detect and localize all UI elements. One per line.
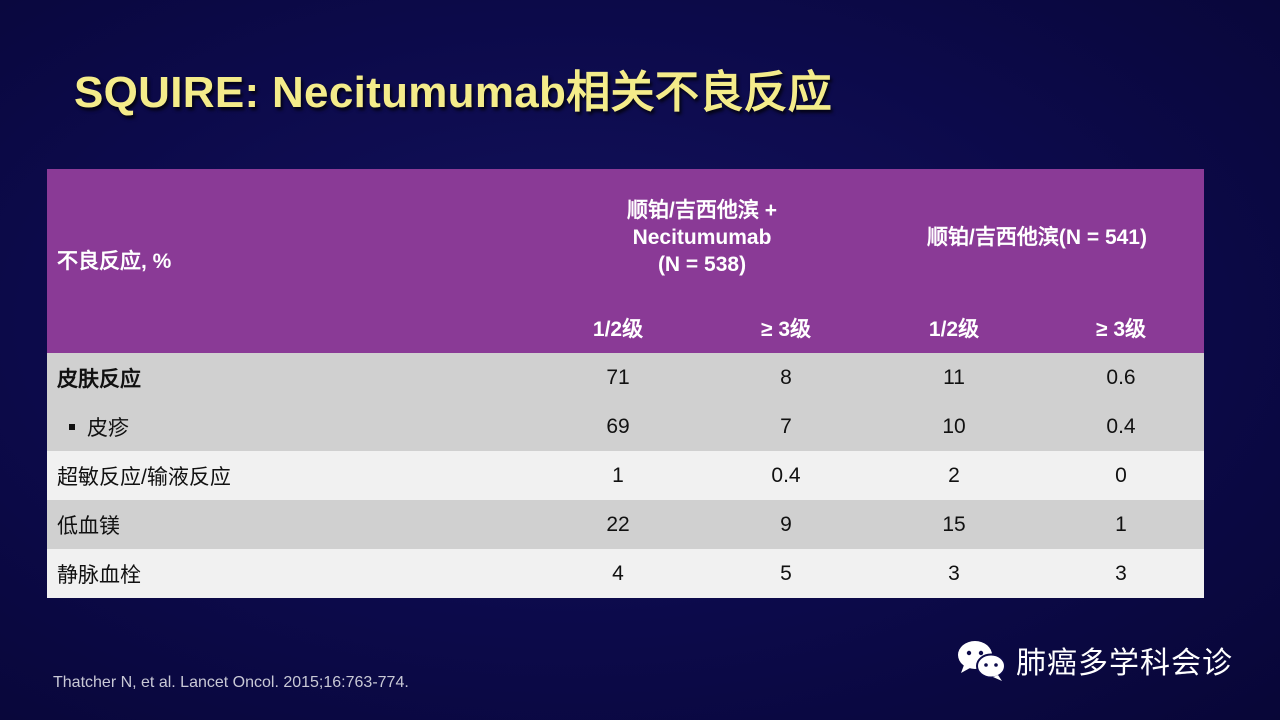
- table-cell: 69: [534, 402, 702, 451]
- table-row: 超敏反应/输液反应 1 0.4 2 0: [47, 451, 1204, 500]
- wechat-icon: [958, 641, 1006, 681]
- adverse-events-table: 不良反应, % 顺铂/吉西他滨 + Necitumumab (N = 538) …: [47, 169, 1204, 598]
- row-label-cell: 皮疹: [47, 402, 534, 451]
- table-cell: 71: [534, 353, 702, 402]
- header-group-necitumumab: 顺铂/吉西他滨 + Necitumumab (N = 538): [534, 169, 870, 305]
- table-cell: 9: [702, 500, 870, 549]
- table-cell: 0.4: [702, 451, 870, 500]
- table-cell: 11: [870, 353, 1038, 402]
- table-cell: 4: [534, 549, 702, 598]
- brand-text: 肺癌多学科会诊: [1016, 647, 1233, 680]
- subheader-grade-3-plus: ≥ 3级: [702, 305, 870, 353]
- table-cell: 0.4: [1038, 402, 1204, 451]
- row-label: 低血镁: [47, 500, 534, 549]
- row-label: 皮疹: [87, 416, 129, 440]
- citation: Thatcher N, et al. Lancet Oncol. 2015;16…: [53, 674, 409, 691]
- table-row: 低血镁 22 9 15 1: [47, 500, 1204, 549]
- header-adverse-reaction: 不良反应, %: [47, 169, 534, 353]
- subheader-grade-1-2: 1/2级: [534, 305, 702, 353]
- row-label: 静脉血栓: [47, 549, 534, 598]
- header-group-control: 顺铂/吉西他滨(N = 541): [870, 169, 1204, 305]
- table-cell: 8: [702, 353, 870, 402]
- table-cell: 0: [1038, 451, 1204, 500]
- table-cell: 22: [534, 500, 702, 549]
- table-cell: 3: [870, 549, 1038, 598]
- bullet-icon: [69, 423, 75, 430]
- table-row: 皮疹 69 7 10 0.4: [47, 402, 1204, 451]
- table-cell: 3: [1038, 549, 1204, 598]
- header-group-necitumumab-line3: (N = 538): [657, 252, 747, 276]
- table-cell: 0.6: [1038, 353, 1204, 402]
- table-cell: 1: [534, 451, 702, 500]
- table-cell: 10: [870, 402, 1038, 451]
- brand-watermark: 肺癌多学科会诊: [956, 638, 1233, 682]
- table-cell: 7: [702, 402, 870, 451]
- table-cell: 2: [870, 451, 1038, 500]
- subheader-grade-1-2: 1/2级: [870, 305, 1038, 353]
- table-cell: 5: [702, 549, 870, 598]
- header-group-necitumumab-line2: Necitumumab: [632, 225, 772, 249]
- table-cell: 15: [870, 500, 1038, 549]
- table-row: 静脉血栓 4 5 3 3: [47, 549, 1204, 598]
- table-row: 皮肤反应 71 8 11 0.6: [47, 353, 1204, 402]
- subheader-grade-3-plus: ≥ 3级: [1038, 305, 1204, 353]
- row-label: 超敏反应/输液反应: [47, 451, 534, 500]
- row-label: 皮肤反应: [47, 353, 534, 402]
- slide-title: SQUIRE: Necitumumab相关不良反应: [74, 68, 833, 117]
- header-group-control-line1: 顺铂/吉西他滨(N = 541): [927, 225, 1147, 249]
- table-cell: 1: [1038, 500, 1204, 549]
- header-group-necitumumab-line1: 顺铂/吉西他滨 +: [627, 198, 777, 222]
